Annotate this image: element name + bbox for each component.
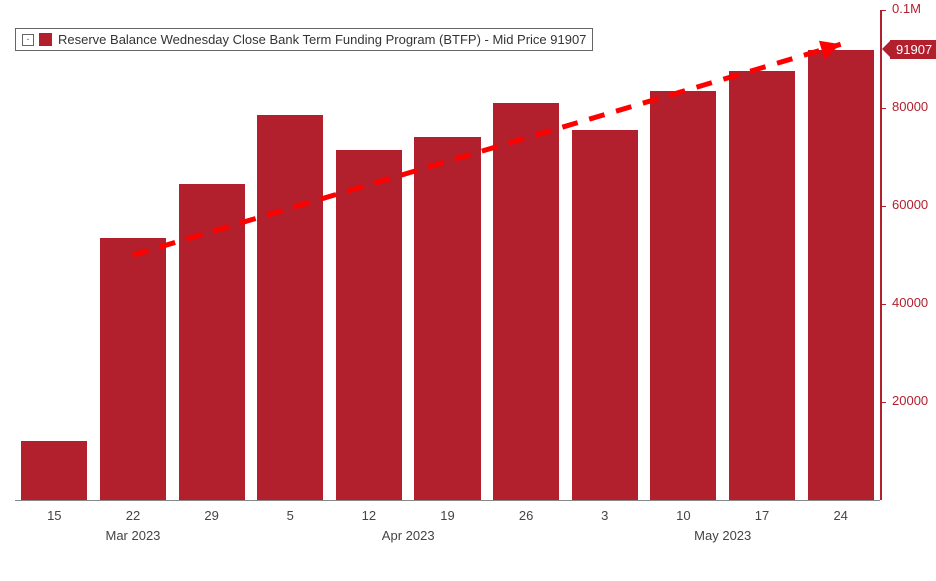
y-axis-line <box>880 10 882 500</box>
y-tick-label: 0.1M <box>892 1 921 16</box>
bar <box>179 184 245 500</box>
bar <box>493 103 559 500</box>
current-value-badge: 91907 <box>890 40 936 59</box>
bar <box>808 50 874 500</box>
x-month-label: Apr 2023 <box>382 528 435 543</box>
bar <box>729 71 795 500</box>
y-tick-mark <box>880 10 886 11</box>
x-month-label: Mar 2023 <box>105 528 160 543</box>
x-tick-label: 5 <box>287 508 294 523</box>
x-tick-label: 29 <box>204 508 218 523</box>
y-tick-mark <box>880 108 886 109</box>
plot-area <box>15 10 880 500</box>
legend-swatch <box>39 33 52 46</box>
bar <box>572 130 638 500</box>
y-tick-mark <box>880 402 886 403</box>
bar <box>100 238 166 500</box>
x-tick-label: 22 <box>126 508 140 523</box>
y-tick-mark <box>880 304 886 305</box>
x-tick-label: 26 <box>519 508 533 523</box>
bar <box>257 115 323 500</box>
chart-container: - Reserve Balance Wednesday Close Bank T… <box>0 0 936 581</box>
y-tick-label: 40000 <box>892 295 928 310</box>
y-tick-label: 60000 <box>892 197 928 212</box>
x-axis-line <box>15 500 880 501</box>
x-tick-label: 15 <box>47 508 61 523</box>
y-tick-label: 20000 <box>892 393 928 408</box>
x-month-label: May 2023 <box>694 528 751 543</box>
bar <box>21 441 87 500</box>
x-tick-label: 3 <box>601 508 608 523</box>
legend-toggle-icon[interactable]: - <box>22 34 34 46</box>
bar <box>650 91 716 500</box>
x-tick-label: 12 <box>362 508 376 523</box>
bar <box>336 150 402 500</box>
legend: - Reserve Balance Wednesday Close Bank T… <box>15 28 593 51</box>
y-tick-label: 80000 <box>892 99 928 114</box>
x-tick-label: 19 <box>440 508 454 523</box>
x-tick-label: 10 <box>676 508 690 523</box>
legend-text: Reserve Balance Wednesday Close Bank Ter… <box>58 32 586 47</box>
bar <box>414 137 480 500</box>
y-tick-mark <box>880 206 886 207</box>
x-tick-label: 24 <box>833 508 847 523</box>
current-value-text: 91907 <box>896 42 932 57</box>
x-tick-label: 17 <box>755 508 769 523</box>
